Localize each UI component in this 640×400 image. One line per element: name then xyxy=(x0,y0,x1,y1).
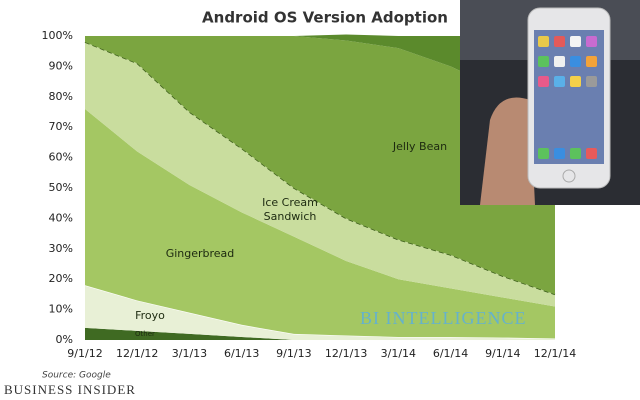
y-tick-label: 40% xyxy=(49,211,73,224)
x-tick-label: 9/1/12 xyxy=(67,347,102,360)
area xyxy=(85,108,555,339)
source: Source: Google xyxy=(42,371,111,381)
y-tick-label: 80% xyxy=(49,90,73,103)
x-tick-label: 12/1/12 xyxy=(116,347,158,360)
x-tick-label: 3/1/13 xyxy=(172,347,207,360)
series-label: Gingerbread xyxy=(165,247,235,260)
y-tick-label: 0% xyxy=(56,333,73,346)
watermark: BI INTELLIGENCE xyxy=(360,308,527,328)
phone-photo xyxy=(460,0,640,205)
x-tick-label: 12/1/13 xyxy=(325,347,367,360)
y-tick-label: 20% xyxy=(49,272,73,285)
y-tick-label: 90% xyxy=(49,59,73,72)
y-tick-label: 100% xyxy=(42,29,73,42)
area xyxy=(85,34,555,113)
series-label: Other xyxy=(135,330,155,338)
x-tick-label: 9/1/13 xyxy=(276,347,311,360)
y-tick-label: 10% xyxy=(49,303,73,316)
series-label: Jelly Bean xyxy=(392,140,448,153)
chart-title: Android OS Version Adoption xyxy=(202,9,448,27)
y-tick-label: 50% xyxy=(49,181,73,194)
area xyxy=(85,36,555,295)
x-tick-label: 3/1/14 xyxy=(381,347,416,360)
series-label: Froyo xyxy=(135,309,165,322)
y-tick-label: 30% xyxy=(49,242,73,255)
x-tick-label: 6/1/14 xyxy=(433,347,468,360)
publisher: BUSINESS INSIDER xyxy=(4,382,136,397)
area xyxy=(85,327,555,340)
area xyxy=(85,42,555,307)
y-tick-label: 70% xyxy=(49,120,73,133)
x-tick-label: 9/1/14 xyxy=(485,347,520,360)
area xyxy=(85,285,555,340)
x-tick-label: 6/1/13 xyxy=(224,347,259,360)
x-tick-label: 12/1/14 xyxy=(534,347,576,360)
series-label: Ice Cream Sandwich xyxy=(262,196,318,223)
y-tick-label: 60% xyxy=(49,151,73,164)
